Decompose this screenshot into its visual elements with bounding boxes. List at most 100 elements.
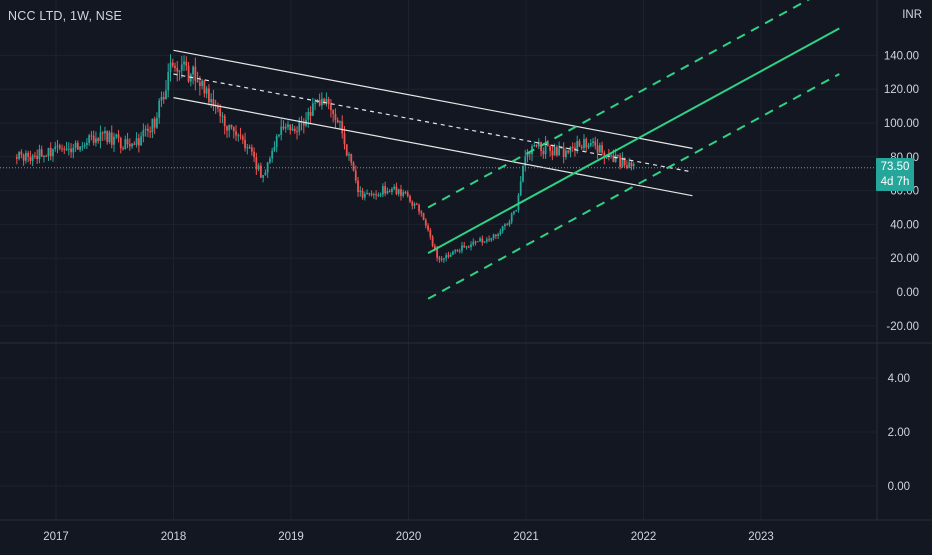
candle-body	[375, 194, 378, 196]
x-tick-label: 2019	[278, 531, 304, 543]
candle-body	[522, 166, 524, 182]
candle-body	[352, 162, 355, 171]
candle-body	[239, 135, 242, 137]
currency-label[interactable]: INR	[902, 9, 922, 21]
candle-body	[180, 64, 183, 71]
candle-body	[528, 152, 531, 155]
candle-body	[61, 148, 63, 150]
candle-body	[339, 121, 341, 123]
candle-body	[210, 99, 213, 103]
candle-body	[370, 193, 373, 196]
candle-body	[81, 146, 84, 148]
y-tick-label: 120.00	[884, 84, 919, 96]
candle-body	[108, 132, 111, 142]
candle-body	[553, 146, 556, 156]
candle-body	[271, 150, 274, 159]
candle-body	[201, 80, 204, 87]
candle-body	[614, 154, 617, 163]
candle-body	[447, 255, 450, 257]
candle-body	[289, 124, 292, 131]
candle-body	[174, 65, 176, 68]
candle-body	[452, 251, 454, 255]
candle-body	[284, 127, 287, 129]
candle-body	[440, 259, 443, 261]
candle-body	[415, 203, 418, 205]
candle-body	[384, 186, 387, 194]
candle-body	[187, 65, 190, 82]
candle-body	[544, 142, 547, 155]
candle-body	[293, 128, 296, 132]
candle-body	[262, 175, 265, 178]
candle-body	[296, 131, 298, 133]
candle-body	[27, 152, 30, 157]
y-tick-label: 140.00	[884, 50, 919, 62]
candle-body	[610, 155, 613, 157]
candle-body	[490, 237, 493, 241]
rising-channel-upper[interactable]	[427, 0, 839, 209]
candle-body	[431, 236, 434, 246]
candle-body	[76, 142, 79, 150]
candle-body	[580, 146, 583, 149]
candle-body	[359, 190, 362, 192]
candle-body	[567, 150, 570, 153]
candle-body	[465, 246, 468, 248]
candle-body	[140, 136, 143, 146]
candle-body	[223, 115, 226, 127]
candle-body	[596, 145, 599, 153]
candle-body	[49, 147, 52, 157]
candle-body	[278, 135, 280, 137]
candle-body	[418, 204, 420, 212]
candle-body	[379, 194, 382, 196]
x-tick-label: 2017	[43, 531, 69, 543]
candle-body	[74, 142, 77, 148]
candle-body	[287, 124, 289, 128]
candle-body	[149, 131, 152, 133]
candle-body	[169, 62, 172, 72]
rising-channel-mid[interactable]	[427, 27, 840, 255]
indicator-tick-label: 0.00	[888, 481, 910, 493]
candle-body	[248, 147, 251, 149]
candle-body	[192, 66, 194, 75]
falling-channel-upper[interactable]	[173, 49, 693, 149]
candle-body	[463, 245, 466, 248]
candle-body	[578, 141, 581, 147]
candle-body	[156, 117, 158, 128]
candle-body	[135, 138, 138, 145]
candle-body	[183, 61, 185, 65]
candle-body	[546, 142, 549, 147]
candle-body	[126, 139, 129, 145]
candle-body	[361, 190, 364, 198]
candle-body	[203, 80, 206, 94]
candle-body	[165, 90, 167, 100]
candle-body	[128, 144, 131, 147]
candle-body	[131, 143, 133, 147]
candle-body	[594, 141, 597, 146]
falling-channel-lower[interactable]	[173, 97, 693, 197]
candle-body	[162, 96, 165, 100]
candle-body	[85, 142, 88, 146]
candle-body	[592, 141, 594, 143]
candle-body	[235, 131, 237, 136]
candle-body	[424, 219, 427, 226]
candle-body	[535, 145, 538, 147]
candle-body	[524, 156, 527, 167]
x-tick-label: 2023	[748, 531, 774, 543]
candle-body	[40, 149, 43, 157]
candle-body	[400, 189, 402, 196]
candle-body	[497, 234, 500, 236]
candle-body	[357, 180, 359, 192]
rising-channel-lower[interactable]	[427, 73, 840, 300]
candle-body	[345, 144, 348, 156]
trend-drawings[interactable]	[173, 0, 840, 300]
candle-body	[95, 138, 97, 143]
candle-body	[106, 131, 109, 142]
candle-body	[494, 234, 497, 236]
candle-body	[443, 258, 445, 260]
candle-body	[436, 248, 439, 258]
candle-body	[56, 145, 59, 147]
candle-body	[110, 132, 113, 145]
candle-body	[619, 155, 622, 168]
chart-title: NCC LTD, 1W, NSE	[8, 9, 123, 23]
